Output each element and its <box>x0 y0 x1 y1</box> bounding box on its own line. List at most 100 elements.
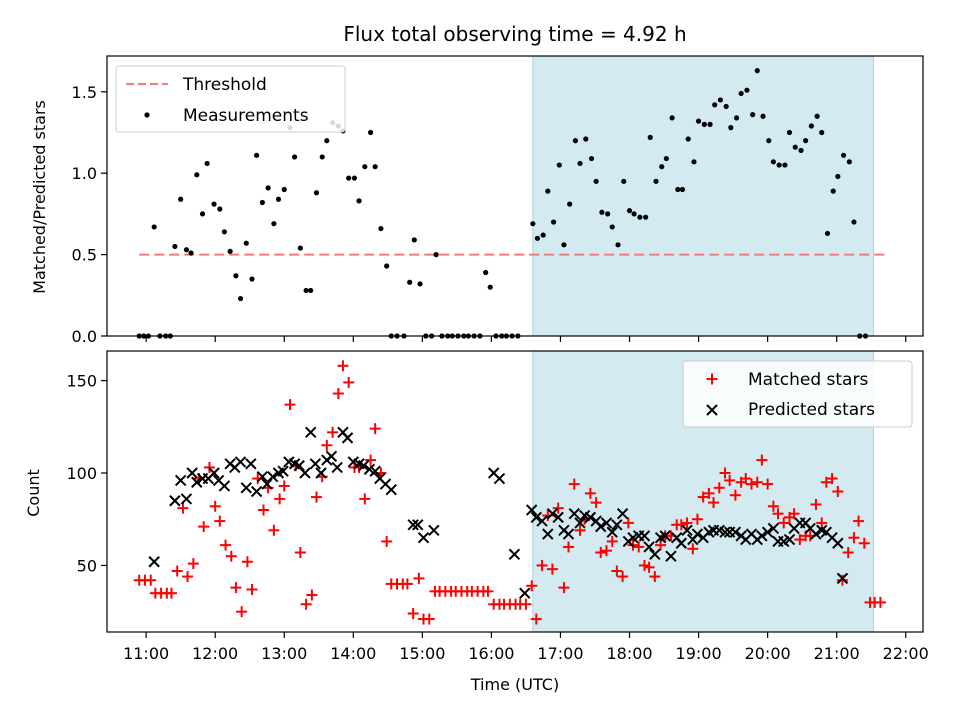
measurement-point <box>291 154 298 160</box>
matched-star-point <box>584 487 596 499</box>
x-tick-label: 16:00 <box>468 644 514 663</box>
matched-star-point <box>268 524 280 536</box>
matched-star-point <box>810 498 822 510</box>
matched-star-point <box>788 508 800 520</box>
measurement-point <box>588 155 595 162</box>
predicted-star-point <box>234 456 247 468</box>
matched-star-point <box>691 513 703 525</box>
measurement-point <box>824 230 831 237</box>
measurement-point <box>647 134 653 140</box>
matched-star-point <box>874 596 886 608</box>
top-panel: Flux total observing time = 4.92 h Match… <box>30 22 924 346</box>
matched-star-point <box>225 550 237 562</box>
predicted-star-point <box>325 450 338 463</box>
matched-star-point <box>220 539 232 551</box>
matched-star-point <box>278 480 290 492</box>
predicted-star-point <box>832 537 844 549</box>
bottom-x-axis: 11:00 12:00 13:00 14:00 15:00 16:00 17:00 18:00… <box>123 632 929 663</box>
measurement-point <box>362 164 368 170</box>
predicted-star-point <box>675 537 688 549</box>
measurement-point <box>631 211 637 217</box>
measurement-point <box>599 209 605 215</box>
matched-star-point <box>241 556 253 568</box>
matched-star-point <box>365 454 377 466</box>
bottom-ylabel: Count <box>24 469 43 517</box>
measurement-point <box>605 211 611 217</box>
matched-star-point <box>778 517 790 529</box>
measurement-point <box>577 160 583 167</box>
bottom-y-tick-label: 150 <box>66 372 97 391</box>
predicted-star-point <box>357 459 370 472</box>
predicted-star-point <box>665 550 677 562</box>
x-tick-label: 20:00 <box>745 644 791 663</box>
measurement-point <box>808 123 814 129</box>
matched-star-point <box>826 473 838 485</box>
predicted-star-point <box>218 480 231 492</box>
measurement-point <box>384 263 390 269</box>
measurement-point <box>819 129 825 136</box>
matched-star-point <box>310 491 322 503</box>
measurement-point <box>254 152 260 158</box>
predicted-star-point <box>649 548 661 561</box>
top-y-tick-label: 1.5 <box>72 83 97 102</box>
matched-star-point <box>772 508 784 520</box>
matched-star-point <box>294 547 306 559</box>
matched-star-point <box>203 461 215 473</box>
matched-star-point <box>343 376 355 388</box>
legend-threshold-label: Threshold <box>182 75 267 95</box>
top-y-tick-label: 1.0 <box>72 164 97 183</box>
measurement-point <box>738 90 744 97</box>
measurement-point <box>356 198 362 204</box>
matched-star-point <box>337 360 349 372</box>
predicted-star-point <box>174 474 187 487</box>
predicted-star-point <box>245 458 257 470</box>
measurement-point <box>534 235 541 241</box>
predicted-star-point <box>836 572 849 585</box>
measurement-point <box>567 201 573 207</box>
measurement-point <box>367 129 374 136</box>
measurement-point <box>835 173 841 180</box>
matched-star-point <box>681 517 693 529</box>
predicted-star-point <box>250 485 263 498</box>
measurement-point <box>561 242 567 248</box>
matched-star-point <box>258 504 270 516</box>
predicted-star-point <box>643 541 655 553</box>
predicted-star-point <box>309 458 322 470</box>
predicted-star-point <box>493 472 506 485</box>
matched-star-point <box>171 565 183 577</box>
measurement-point <box>319 154 325 160</box>
measurement-point <box>663 155 669 162</box>
bottom-legend-box <box>682 360 913 428</box>
matched-stars-points <box>133 360 886 625</box>
matched-star-point <box>520 598 532 610</box>
measurement-point <box>717 97 724 103</box>
matched-star-point <box>332 388 344 400</box>
matched-star-point <box>794 534 806 546</box>
measurement-point <box>556 162 562 168</box>
measurement-point <box>417 281 423 287</box>
measurement-point <box>178 196 184 202</box>
legend-measurements-label: Measurements <box>183 106 309 126</box>
measurement-point <box>545 188 551 194</box>
predicted-star-point <box>552 511 564 524</box>
measurement-point <box>183 247 190 253</box>
measurement-point <box>653 178 659 184</box>
matched-star-point <box>655 539 667 551</box>
measurement-point <box>792 144 798 150</box>
predicted-star-point <box>331 461 343 474</box>
measurement-point <box>243 240 249 246</box>
measurement-point <box>194 172 200 178</box>
matched-star-point <box>145 574 157 586</box>
measurement-point <box>583 136 589 142</box>
matched-star-point <box>617 571 629 583</box>
measurement-point <box>750 112 756 118</box>
measurement-point <box>313 190 320 196</box>
predicted-star-point <box>810 528 822 540</box>
measurement-point <box>707 121 713 127</box>
matched-star-point <box>633 541 645 553</box>
matched-star-point <box>413 572 425 584</box>
measurement-point <box>621 178 627 184</box>
top-observing-window-shading <box>532 55 875 337</box>
matched-star-point <box>568 478 580 490</box>
measurement-point <box>297 245 303 251</box>
